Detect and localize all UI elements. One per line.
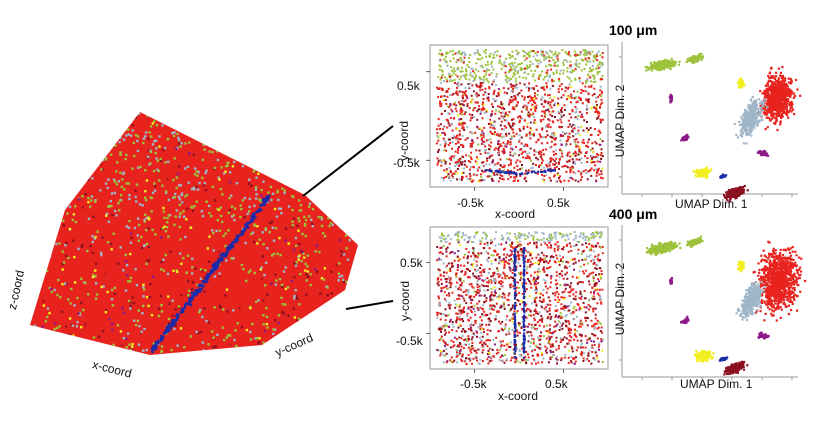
umap-0-purple-b: [680, 133, 690, 142]
umap-1-purple-a: [669, 277, 674, 285]
umap-0-red: [757, 65, 802, 132]
umap-1-dark-red: [723, 360, 749, 376]
umap-0-green-a: [644, 57, 681, 72]
slice-bottom-xtick-0: -0.5k: [460, 377, 487, 391]
umap-1-axes: [619, 225, 798, 380]
umap-1-green-a: [645, 240, 682, 257]
umap-1-purple-c: [757, 331, 770, 340]
umap-0-yellow-small: [737, 77, 746, 89]
umap-0-dark-red: [723, 185, 749, 202]
slice-0-ventricle: [484, 168, 556, 176]
umap-1-yellow-small: [736, 260, 745, 273]
umap-1-blue-gray: [735, 280, 766, 322]
umap-400-title: 400 μm: [609, 206, 658, 222]
slice-bottom-xlabel: x-coord: [498, 389, 539, 403]
slice-bottom-xtick-1: 0.5k: [545, 377, 568, 391]
umap-1-red: [749, 240, 807, 322]
slice-0-points-5: [441, 88, 602, 183]
umap-100-xlabel: UMAP Dim. 1: [675, 197, 748, 211]
slice-1-ventricle: [513, 247, 526, 359]
umap-100-ylabel: UMAP Dim. 2: [613, 84, 628, 158]
slice-top-xtick-0: -0.5k: [457, 196, 484, 210]
slice-top-xlabel: x-coord: [495, 207, 536, 221]
slice-1-points-4: [440, 241, 604, 359]
slice-bottom-ytick-1: -0.5k: [396, 334, 423, 348]
slice-0-points-0: [437, 49, 604, 182]
umap-1-green-b: [686, 235, 704, 248]
umap-0-purple-a: [668, 93, 673, 104]
umap-1-yellow-big: [694, 349, 715, 363]
slice-1-points-5: [438, 241, 603, 365]
slice-bottom-ytick-0: 0.5k: [400, 256, 423, 270]
slice-top-xtick-1: 0.5k: [547, 196, 570, 210]
slice-top-ytick-0: 0.5k: [397, 79, 420, 93]
umap-0-green-b: [685, 52, 705, 64]
umap-400-ylabel: UMAP Dim. 2: [613, 262, 628, 336]
umap-1-purple-b: [680, 315, 690, 325]
umap-100-title: 100 μm: [609, 22, 658, 38]
umap-0-yellow-big: [692, 166, 713, 180]
umap-0-blue: [719, 173, 728, 179]
umap-0-blue-gray: [733, 96, 769, 145]
umap-0-purple-c: [756, 149, 770, 157]
volume-ventricle: [150, 194, 271, 353]
umap-0-axes: [619, 42, 798, 197]
umap-400-xlabel: UMAP Dim. 1: [680, 377, 753, 391]
umap-1-blue: [718, 356, 729, 362]
slice-top-ytick-1: -0.5k: [393, 156, 420, 170]
